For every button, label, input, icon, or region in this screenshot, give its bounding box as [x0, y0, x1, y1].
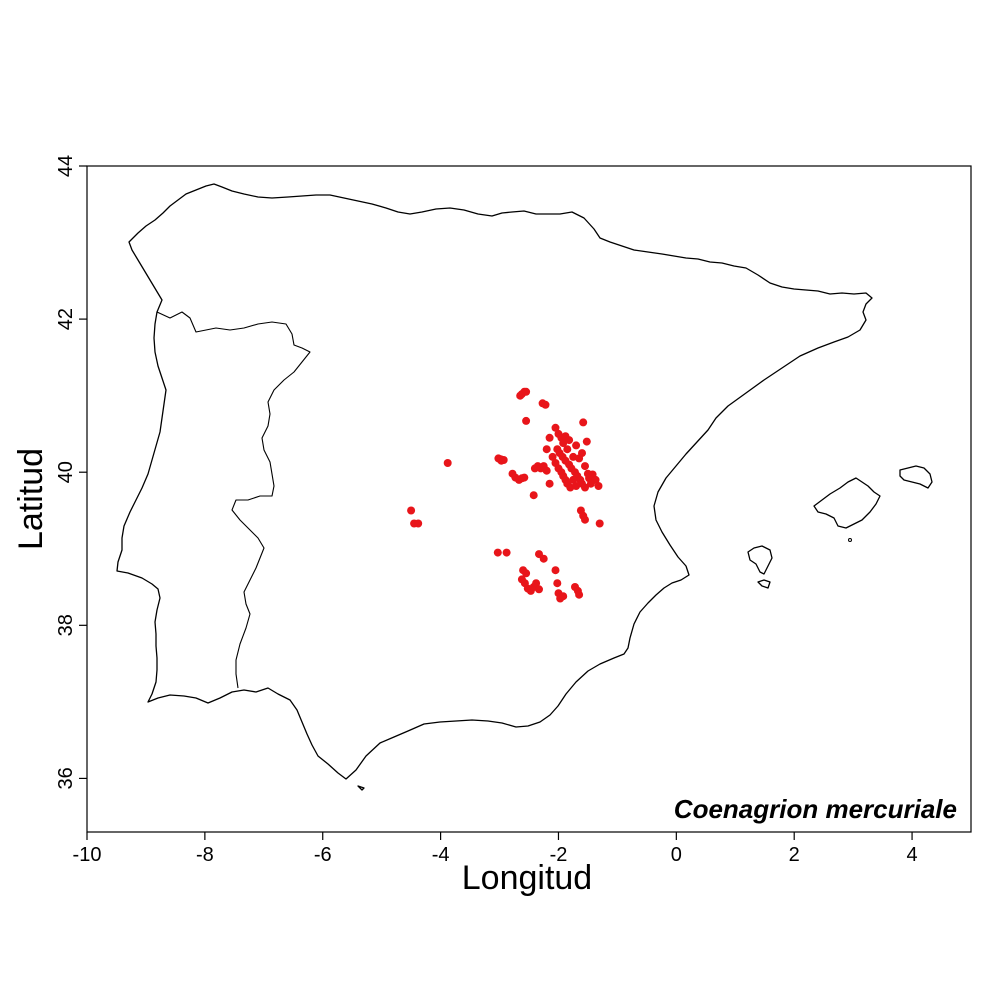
occurrence-point	[581, 483, 589, 492]
occurrence-point	[553, 579, 562, 588]
occurrence-point	[529, 491, 538, 500]
cabrera-islet	[848, 538, 852, 542]
occurrence-point	[565, 436, 574, 445]
occurrence-point	[586, 479, 595, 488]
occurrence-point	[545, 433, 554, 442]
menorca-outline	[899, 465, 933, 489]
occurrence-point	[582, 437, 591, 446]
occurrence-point	[594, 482, 603, 490]
y-tick-label: 40	[55, 461, 77, 483]
occurrence-point	[559, 592, 568, 601]
occurrence-point	[535, 585, 543, 594]
occurrence-point	[407, 506, 416, 515]
occurrence-point	[522, 387, 531, 396]
occurrence-point	[575, 590, 584, 599]
occurrence-point	[545, 479, 554, 488]
ibiza-outline	[747, 545, 773, 575]
x-axis-title: Longitud	[462, 859, 592, 897]
occurrence-point	[551, 423, 560, 432]
formentera-outline	[757, 579, 771, 589]
occurrence-point	[569, 475, 578, 484]
x-tick-label: -6	[314, 844, 332, 866]
x-tick-label: -4	[432, 844, 450, 866]
y-tick-label: 38	[55, 614, 77, 636]
occurrence-point	[581, 462, 589, 471]
occurrence-point	[581, 515, 589, 524]
occurrence-points	[407, 387, 604, 603]
x-axis: -10 -8 -6 -4 -2 0 2 4	[73, 832, 918, 866]
occurrence-point	[559, 439, 568, 448]
plot-frame	[86, 165, 972, 833]
y-tick-label: 42	[55, 308, 77, 330]
occurrence-point	[563, 445, 572, 454]
iberia-coastline	[116, 183, 873, 780]
occurrence-point	[572, 441, 581, 450]
occurrence-point	[414, 519, 423, 528]
x-tick-label: -2	[550, 844, 568, 866]
occurrence-point	[493, 548, 502, 557]
y-tick-label: 36	[55, 767, 77, 789]
portugal-spain-border	[156, 311, 311, 689]
x-tick-label: -10	[73, 844, 102, 866]
occurrence-point	[572, 482, 581, 490]
occurrence-point	[516, 391, 525, 400]
occurrence-point	[502, 548, 511, 557]
occurrence-point	[579, 418, 588, 427]
occurrence-point	[522, 569, 531, 578]
occurrence-point	[532, 579, 541, 588]
y-axis-title: Latitud	[12, 448, 50, 550]
occurrence-point	[522, 416, 531, 425]
mallorca-outline	[813, 477, 881, 529]
x-tick-label: -8	[196, 844, 214, 866]
occurrence-point	[499, 456, 508, 464]
y-tick-label: 44	[55, 155, 77, 177]
occurrence-point	[443, 459, 452, 467]
occurrence-point	[569, 452, 578, 461]
occurrence-point	[595, 519, 604, 528]
species-annotation: Coenagrion mercuriale	[674, 794, 957, 824]
occurrence-point	[551, 566, 560, 575]
occurrence-point	[548, 452, 557, 461]
occurrence-point	[539, 554, 548, 563]
x-tick-label: 0	[671, 844, 682, 866]
occurrence-point	[542, 466, 551, 475]
strait-tip	[357, 785, 365, 791]
x-tick-label: 2	[789, 844, 800, 866]
basemap	[116, 183, 933, 791]
occurrence-point	[541, 400, 550, 409]
occurrence-point	[520, 473, 529, 482]
occurrence-point	[583, 469, 592, 478]
x-tick-label: 4	[907, 844, 918, 866]
y-axis: 36 38 40 42 44	[55, 155, 87, 790]
occurrence-point	[542, 445, 551, 454]
